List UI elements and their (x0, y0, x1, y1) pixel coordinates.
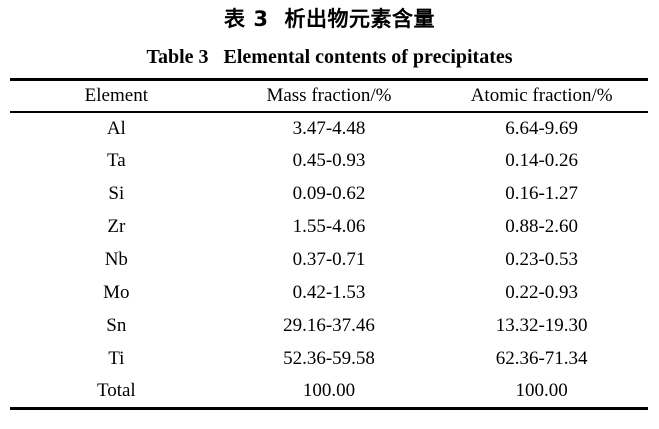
header-mass-fraction: Mass fraction/% (222, 79, 436, 113)
header-atomic-fraction: Atomic fraction/% (435, 79, 648, 113)
mass-fraction-cell: 29.16-37.46 (283, 315, 375, 336)
mass-fraction-cell: 100.00 (302, 380, 356, 402)
table-caption-english-text: Elemental contents of precipitates (223, 46, 513, 68)
table-row: Zr 1.55-4.06 0.88-2.60 (10, 211, 648, 244)
element-cell: Ta (106, 150, 126, 171)
mass-fraction-cell: 0.09-0.62 (292, 183, 366, 204)
element-cell: Zr (107, 216, 126, 237)
mass-fraction-cell: 1.55-4.06 (292, 216, 366, 237)
table-row: Al 3.47-4.48 6.64-9.69 (10, 112, 648, 145)
atomic-fraction-cell: 100.00 (515, 380, 568, 402)
element-cell: Si (108, 183, 125, 204)
atomic-fraction-cell: 0.22-0.93 (505, 282, 579, 303)
atomic-fraction-cell: 0.88-2.60 (505, 216, 579, 237)
table-caption-english: Table 3 Elemental contents of precipitate… (0, 45, 659, 69)
table-row: Si 0.09-0.62 0.16-1.27 (10, 178, 648, 211)
table-row: Sn 29.16-37.46 13.32-19.30 (10, 310, 648, 343)
atomic-fraction-cell: 0.16-1.27 (505, 183, 579, 204)
header-row: Element Mass fraction/% Atomic fraction/… (10, 79, 648, 113)
atomic-fraction-cell: 0.23-0.53 (505, 249, 579, 270)
mass-fraction-cell: 0.37-0.71 (292, 249, 366, 270)
table-row: Ti 52.36-59.58 62.36-71.34 (10, 343, 648, 376)
element-cell: Mo (103, 282, 130, 303)
header-element: Element (10, 79, 223, 113)
mass-fraction-cell: 52.36-59.58 (283, 348, 375, 369)
table-number-english: Table 3 (146, 46, 209, 68)
element-cell: Total (96, 380, 136, 402)
atomic-fraction-cell: 0.14-0.26 (505, 150, 579, 171)
table-caption-chinese-text: 析出物元素含量 (284, 7, 435, 31)
precipitates-elemental-table: Element Mass fraction/% Atomic fraction/… (10, 78, 648, 410)
atomic-fraction-cell: 13.32-19.30 (495, 315, 588, 336)
atomic-fraction-cell: 62.36-71.34 (495, 348, 588, 369)
table-caption-chinese: 表 3 析出物元素含量 (0, 0, 659, 32)
mass-fraction-cell: 3.47-4.48 (292, 117, 366, 139)
table-row: Mo 0.42-1.53 0.22-0.93 (10, 277, 648, 310)
table-row: Ta 0.45-0.93 0.14-0.26 (10, 145, 648, 178)
element-cell: Nb (104, 249, 128, 270)
element-cell: Ti (108, 348, 125, 369)
table-row: Nb 0.37-0.71 0.23-0.53 (10, 244, 648, 277)
table-row-total: Total 100.00 100.00 (10, 376, 648, 409)
mass-fraction-cell: 0.45-0.93 (292, 150, 366, 171)
atomic-fraction-cell: 6.64-9.69 (505, 117, 579, 139)
element-cell: Al (106, 117, 126, 139)
mass-fraction-cell: 0.42-1.53 (292, 282, 366, 303)
element-cell: Sn (106, 315, 127, 336)
table-number-chinese: 表 3 (224, 7, 269, 31)
